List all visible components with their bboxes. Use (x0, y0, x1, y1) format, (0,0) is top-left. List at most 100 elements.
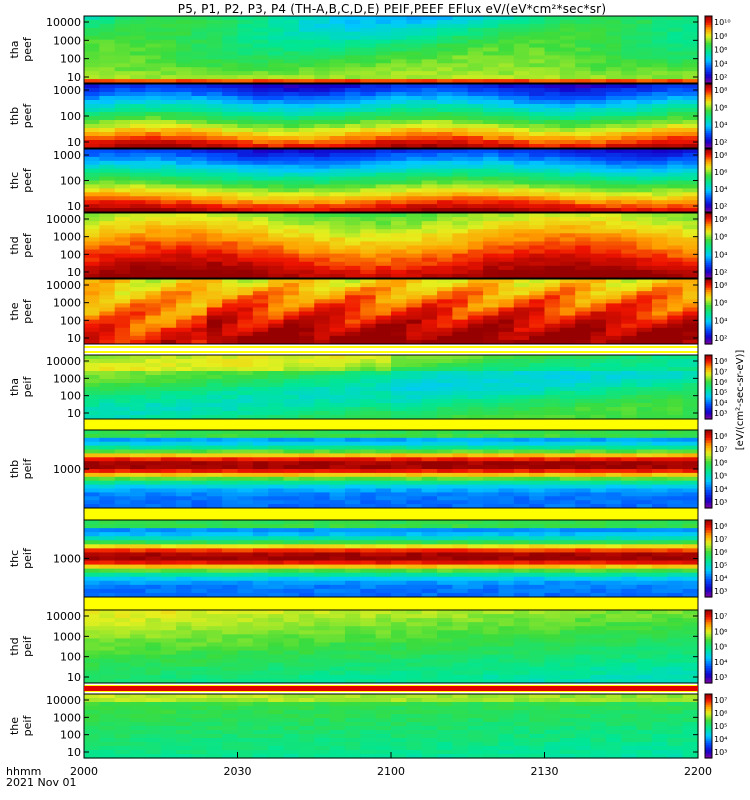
spectrogram-cell (483, 176, 500, 182)
spectrogram-cell (298, 437, 315, 443)
spectrogram-cell (99, 249, 116, 255)
spectrogram-cell (191, 375, 208, 380)
spectrogram-cell (160, 156, 177, 162)
spectrogram-cell (314, 184, 331, 189)
spectrogram-cell (160, 379, 177, 384)
spectrogram-cell (344, 39, 361, 45)
spectrogram-cell (529, 488, 546, 493)
spectrogram-cell (375, 27, 392, 33)
spectrogram-cell (252, 67, 269, 72)
spectrogram-cell (268, 55, 285, 60)
spectrogram-cell (145, 71, 162, 76)
spectrogram-cell (130, 319, 146, 325)
spectrogram-cell (559, 237, 576, 243)
spectrogram-cell (206, 208, 223, 213)
spectrogram-cell (682, 19, 699, 25)
spectrogram-cell (268, 465, 285, 470)
spectrogram-cell (252, 367, 269, 372)
spectrogram-cell (544, 136, 561, 141)
spectrogram-cell (222, 359, 239, 364)
spectrogram-cell (682, 55, 699, 60)
spectrogram-cell (191, 108, 208, 113)
spectrogram-cell (145, 112, 162, 117)
spectrogram-cell (529, 188, 546, 193)
spectrogram-cell (375, 363, 392, 368)
spectrogram-cell (498, 476, 515, 482)
spectrogram-cell (375, 269, 392, 275)
spectrogram-cell (114, 411, 131, 416)
spectrogram-cell (513, 188, 530, 193)
colorbar-segment (705, 391, 712, 394)
spectrogram-cell (283, 415, 300, 420)
spectrogram-cell (621, 51, 638, 57)
spectrogram-cell (191, 269, 208, 275)
spectrogram-cell (145, 465, 162, 470)
spectrogram-cell (252, 291, 269, 296)
colorbar-segment (705, 16, 712, 19)
spectrogram-cell (160, 245, 177, 251)
spectrogram-cell (314, 257, 331, 263)
spectrogram-cell (145, 295, 162, 300)
spectrogram-cell (636, 496, 653, 501)
spectrogram-cell (360, 355, 377, 360)
spectrogram-cell (452, 96, 469, 101)
spectrogram-cell (99, 120, 116, 125)
spectrogram-cell (682, 104, 699, 109)
spectrogram-cell (99, 192, 116, 197)
spectrogram-cell (298, 217, 315, 222)
spectrogram-cell (590, 449, 607, 454)
spectrogram-cell (544, 35, 561, 41)
spectrogram-cell (99, 128, 116, 133)
spectrogram-cell (176, 39, 193, 45)
spectrogram-cell (329, 43, 346, 49)
spectrogram-cell (651, 164, 668, 170)
spectrogram-cell (222, 504, 239, 509)
spectrogram-cell (206, 480, 223, 486)
spectrogram-cell (145, 156, 162, 162)
spectrogram-cell (452, 387, 469, 392)
spectrogram-cell (206, 233, 223, 238)
spectrogram-cell (84, 375, 100, 380)
spectrogram-cell (114, 465, 131, 470)
spectrogram-cell (191, 225, 208, 230)
spectrogram-cell (99, 35, 116, 41)
spectrogram-cell (268, 164, 285, 170)
spectrogram-cell (114, 196, 131, 201)
spectrogram-cell (176, 433, 193, 439)
spectrogram-cell (452, 136, 469, 141)
spectrogram-cell (99, 323, 116, 329)
spectrogram-cell (84, 39, 100, 45)
spectrogram-cell (206, 84, 223, 89)
spectrogram-cell (237, 63, 254, 68)
spectrogram-cell (344, 88, 361, 93)
spectrogram-cell (467, 124, 484, 129)
spectrogram-cell (667, 92, 684, 97)
colorbar-segment (705, 88, 712, 91)
spectrogram-cell (283, 472, 300, 478)
spectrogram-cell (437, 188, 453, 193)
spectrogram-cell (252, 415, 269, 420)
colorbar-segment (705, 80, 712, 84)
spectrogram-cell (682, 196, 699, 201)
spectrogram-cell (114, 335, 131, 341)
spectrogram-cell (406, 299, 423, 304)
spectrogram-cell (544, 391, 561, 396)
spectrogram-cell (513, 221, 530, 226)
spectrogram-cell (529, 200, 546, 205)
spectrogram-cell (483, 500, 500, 505)
spectrogram-cell (298, 335, 315, 341)
spectrogram-cell (483, 496, 500, 501)
spectrogram-cell (314, 359, 331, 364)
spectrogram-cell (329, 31, 346, 37)
spectrogram-cell (298, 379, 315, 384)
spectrogram-cell (467, 116, 484, 121)
spectrogram-cell (391, 299, 407, 304)
spectrogram-cell (667, 269, 684, 275)
spectrogram-cell (605, 295, 622, 300)
spectrogram-cell (406, 116, 423, 121)
spectrogram-cell (513, 395, 530, 400)
spectrogram-cell (391, 164, 407, 170)
spectrogram-cell (667, 279, 684, 284)
spectrogram-cell (375, 200, 392, 205)
spectrogram-cell (191, 355, 208, 360)
